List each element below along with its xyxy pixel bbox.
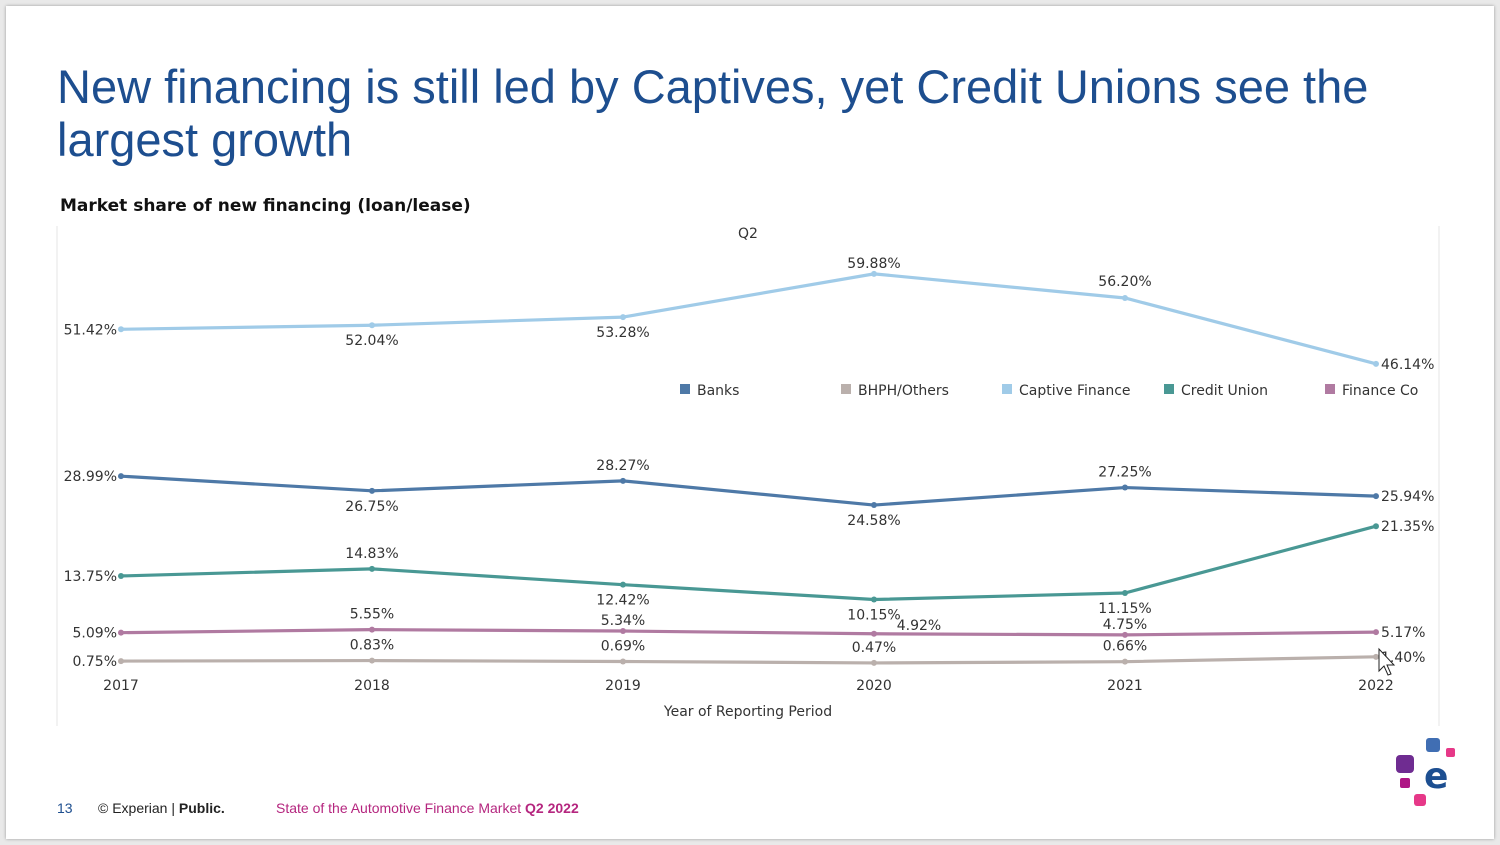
data-label-credit-union: 21.35% (1381, 519, 1434, 535)
data-point-banks (620, 477, 626, 484)
data-point-credit-union (1122, 589, 1128, 596)
x-tick-label: 2019 (605, 678, 641, 694)
data-label-finance-co: 5.34% (601, 613, 645, 629)
data-label-captive-finance: 59.88% (847, 256, 900, 272)
data-point-finance-co (1122, 631, 1128, 638)
data-point-banks (369, 487, 375, 494)
legend-label-finance-co: Finance Co (1342, 383, 1418, 399)
data-label-captive-finance: 56.20% (1098, 274, 1151, 290)
legend-label-credit-union: Credit Union (1181, 383, 1268, 399)
data-label-credit-union: 14.83% (345, 546, 398, 562)
slide: New financing is still led by Captives, … (6, 6, 1494, 839)
data-point-finance-co (1373, 629, 1379, 636)
x-tick-label: 2022 (1358, 678, 1394, 694)
data-point-bhph-others (369, 657, 375, 664)
data-label-bhph-others: 0.47% (852, 640, 896, 656)
legend-swatch-bhph-others (841, 384, 851, 394)
x-axis-title: Year of Reporting Period (663, 704, 832, 720)
data-point-finance-co (620, 628, 626, 635)
series-line-banks (119, 474, 1378, 507)
data-label-banks: 25.94% (1381, 489, 1434, 505)
data-label-bhph-others: 0.66% (1103, 639, 1147, 655)
x-tick-label: 2021 (1107, 678, 1143, 694)
data-point-captive-finance (118, 326, 124, 333)
x-tick-label: 2018 (354, 678, 390, 694)
legend-label-bhph-others: BHPH/Others (858, 383, 949, 399)
data-point-banks (118, 473, 124, 480)
line-chart: Q2 2017 2018 2019 2020 2021 2022 Year of Report… (56, 226, 1440, 726)
chart-title: Market share of new financing (loan/leas… (60, 196, 471, 216)
data-label-finance-co: 5.17% (1381, 625, 1425, 641)
data-point-banks (1122, 484, 1128, 491)
copyright-text: © Experian (98, 800, 168, 816)
data-label-credit-union: 13.75% (64, 569, 117, 585)
report-title: State of the Automotive Finance Market Q… (276, 800, 579, 816)
data-label-credit-union: 10.15% (847, 608, 900, 624)
legend-swatch-credit-union (1164, 384, 1174, 394)
classification-label: Public. (178, 800, 225, 816)
x-tick-label: 2020 (856, 678, 892, 694)
copyright: © Experian | Public. (98, 800, 225, 816)
data-point-credit-union (620, 581, 626, 588)
data-point-finance-co (369, 626, 375, 633)
svg-text:e: e (1424, 756, 1448, 797)
chart-subtitle: Q2 (738, 226, 758, 242)
data-point-banks (1373, 493, 1379, 500)
data-label-finance-co: 4.92% (897, 618, 941, 634)
mouse-cursor-icon (1378, 647, 1396, 676)
data-point-captive-finance (1373, 360, 1379, 367)
data-label-bhph-others: 0.75% (73, 654, 117, 670)
data-point-bhph-others (1373, 653, 1379, 660)
data-point-credit-union (1373, 523, 1379, 530)
data-point-captive-finance (620, 314, 626, 321)
data-point-finance-co (871, 630, 877, 637)
data-label-credit-union: 11.15% (1098, 601, 1151, 617)
data-label-credit-union: 12.42% (596, 593, 649, 609)
data-label-finance-co: 5.09% (73, 626, 117, 642)
data-label-banks: 26.75% (345, 499, 398, 515)
data-point-captive-finance (871, 270, 877, 277)
legend-swatch-captive-finance (1002, 384, 1012, 394)
report-name: State of the Automotive Finance Market (276, 800, 522, 816)
data-point-credit-union (871, 596, 877, 603)
legend-label-captive-finance: Captive Finance (1019, 383, 1131, 399)
data-point-credit-union (118, 572, 124, 579)
page-number: 13 (57, 800, 73, 816)
data-label-banks: 24.58% (847, 513, 900, 529)
data-point-finance-co (118, 629, 124, 636)
data-label-finance-co: 4.75% (1103, 617, 1147, 633)
data-label-captive-finance: 53.28% (596, 325, 649, 341)
data-label-bhph-others: 1.40% (1381, 650, 1425, 666)
data-label-banks: 28.99% (64, 469, 117, 485)
data-label-captive-finance: 52.04% (345, 333, 398, 349)
legend-label-banks: Banks (697, 383, 739, 399)
data-point-bhph-others (871, 659, 877, 666)
data-point-bhph-others (1122, 658, 1128, 665)
slide-title: New financing is still led by Captives, … (57, 60, 1369, 166)
series-line-finance-co (119, 628, 1378, 637)
experian-logo: e (1396, 738, 1455, 806)
data-label-banks: 28.27% (596, 458, 649, 474)
data-point-captive-finance (1122, 294, 1128, 301)
data-label-finance-co: 5.55% (350, 607, 394, 623)
data-label-captive-finance: 51.42% (64, 322, 117, 338)
series-line-credit-union (119, 524, 1378, 602)
data-label-bhph-others: 0.69% (601, 638, 645, 654)
report-quarter: Q2 2022 (525, 800, 579, 816)
data-label-banks: 27.25% (1098, 465, 1151, 481)
copyright-separator: | (171, 800, 175, 816)
data-label-captive-finance: 46.14% (1381, 357, 1434, 373)
data-point-bhph-others (118, 658, 124, 665)
data-point-bhph-others (620, 658, 626, 665)
series-line-bhph-others (119, 655, 1378, 665)
data-point-banks (871, 502, 877, 509)
data-point-credit-union (369, 565, 375, 572)
data-point-captive-finance (369, 322, 375, 329)
legend-swatch-banks (680, 384, 690, 394)
legend-swatch-finance-co (1325, 384, 1335, 394)
x-tick-label: 2017 (103, 678, 139, 694)
data-label-bhph-others: 0.83% (350, 638, 394, 654)
series-line-captive-finance (119, 272, 1378, 366)
